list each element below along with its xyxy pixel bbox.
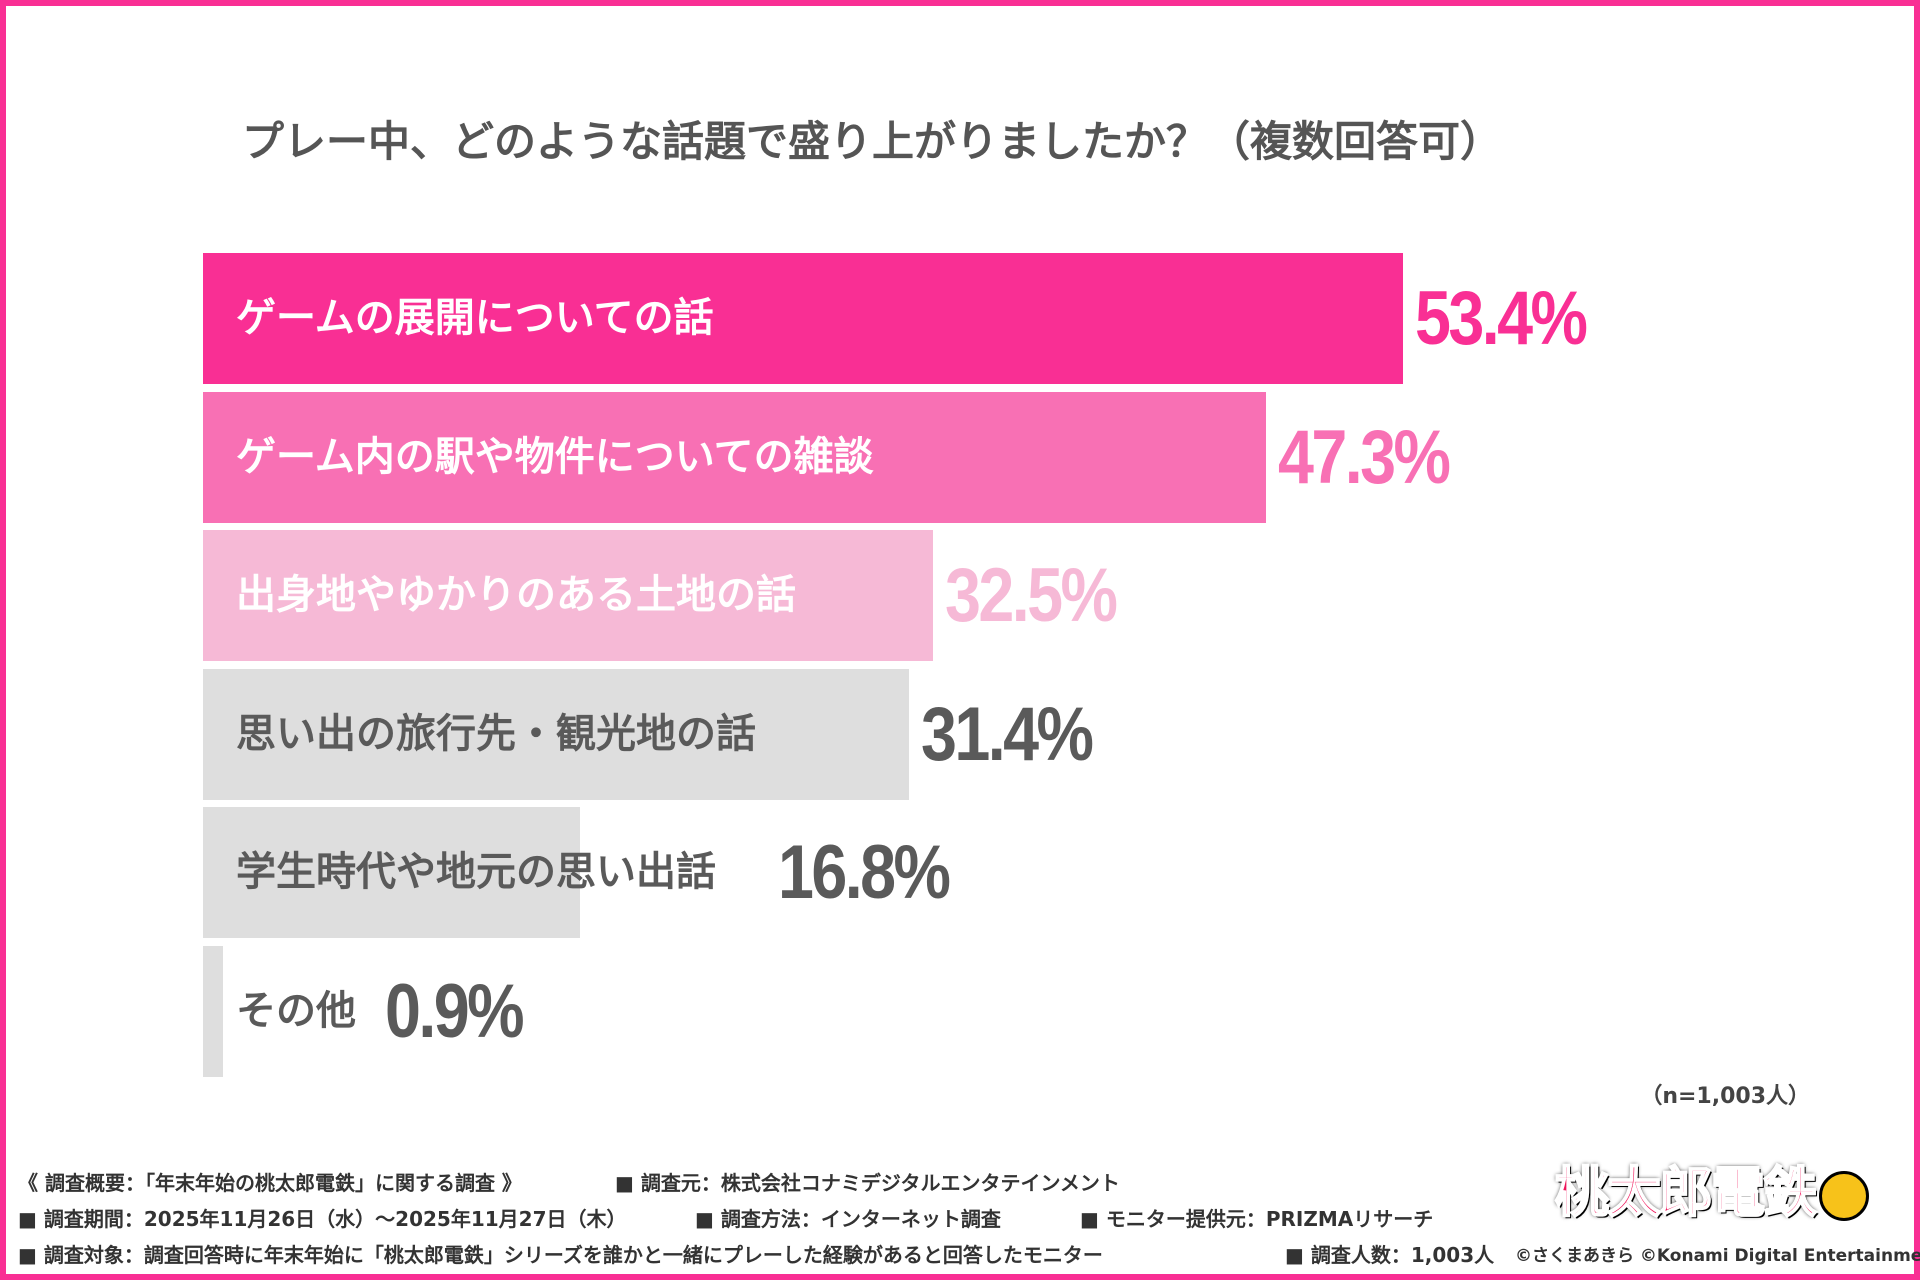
footer-survey-period: ■ 調査期間：2025年11月26日（水）～2025年11月27日（木） [18,1207,627,1231]
value-label: 0.9% [385,968,525,1054]
value-label: 32.5% [945,553,1118,638]
category-label: ゲーム内の駅や物件についての雑談 [236,433,874,480]
logo-text: 桃太郎電鉄 [1554,1160,1818,1225]
category-label: その他 [236,987,356,1034]
sample-size-note: （n=1,003人） [1640,1084,1810,1109]
category-label: ゲームの展開についての話 [236,295,714,341]
footer-survey-target: ■ 調査対象：調査回答時に年末年始に「桃太郎電鉄」シリーズを誰かと一緒にプレーし… [18,1243,1103,1267]
logo-badge-icon [1819,1171,1869,1222]
momotaro-dentetsu-logo: 桃太郎電鉄 [1554,1148,1869,1227]
value-label: 31.4% [920,691,1094,777]
bar [203,668,909,800]
footer-survey-source: ■ 調査元：株式会社コナミデジタルエンタテインメント [615,1171,1120,1195]
footer-survey-method: ■ 調査方法：インターネット調査 [695,1207,1001,1231]
footer-monitor-provider: ■ モニター提供元：PRIZMAリサーチ [1080,1207,1434,1231]
value-label: 16.8% [778,830,951,915]
bar [203,391,1266,523]
footer-respondent-count: ■ 調査人数：1,003人 [1285,1243,1495,1267]
category-label: 出身地やゆかりのある土地の話 [236,572,796,618]
category-label: 学生時代や地元の思い出話 [236,849,716,895]
bar [203,945,224,1077]
value-label: 53.4% [1414,276,1588,361]
footer-survey-title: 《 調査概要：「年末年始の桃太郎電鉄」に関する調査 》 [18,1171,522,1195]
category-label: 思い出の旅行先・観光地の話 [236,710,756,757]
bar [203,253,1403,384]
bar [203,807,581,938]
chart-title: プレー中、どのような話題で盛り上がりましたか？（複数回答可） [242,117,1503,166]
value-label: 47.3% [1277,414,1451,500]
bar [203,530,934,661]
footer-copyright: ©さくまあきら ©Konami Digital Entertainment [1515,1246,1920,1266]
